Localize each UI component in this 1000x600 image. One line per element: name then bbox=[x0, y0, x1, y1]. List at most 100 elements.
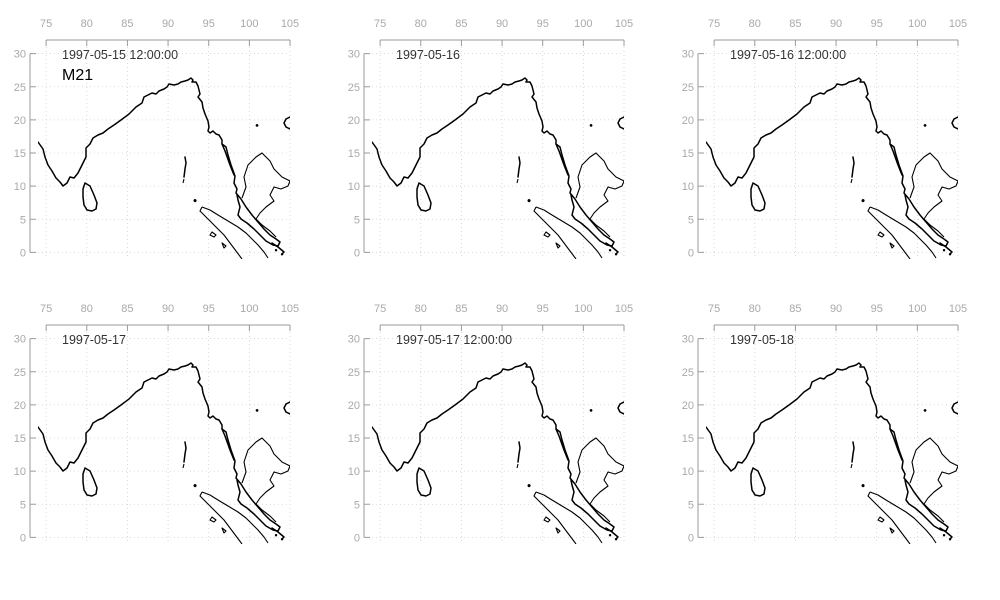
coastline-shapes bbox=[372, 77, 624, 259]
longitude-tick-label: 90 bbox=[830, 18, 842, 30]
latitude-tick-label: 25 bbox=[348, 82, 360, 94]
map-panel-5: 75 80 85 90 95 100 105 0 5 10 15 20 25 30 1997-05-17 1… bbox=[348, 303, 633, 544]
longitude-tick-label: 100 bbox=[908, 303, 926, 315]
latitude-tick-label: 0 bbox=[20, 247, 26, 259]
longitude-tick-label: 85 bbox=[789, 18, 801, 30]
latitude-tick-label: 20 bbox=[682, 400, 694, 412]
latitude-tick-label: 5 bbox=[688, 499, 694, 511]
longitude-tick-label: 100 bbox=[574, 303, 592, 315]
longitude-tick-label: 105 bbox=[281, 18, 299, 30]
longitude-tick-label: 90 bbox=[830, 303, 842, 315]
latitude-tick-label: 30 bbox=[348, 334, 360, 346]
panel-timestamp: 1997-05-15 12:00:00 bbox=[62, 48, 178, 62]
latitude-tick-label: 5 bbox=[354, 499, 360, 511]
latitude-tick-label: 30 bbox=[14, 49, 26, 61]
grid-lines bbox=[38, 332, 291, 544]
longitude-tick-label: 100 bbox=[908, 18, 926, 30]
latitude-tick-label: 5 bbox=[354, 214, 360, 226]
longitude-tick-label: 75 bbox=[40, 18, 52, 30]
latitude-tick-label: 10 bbox=[682, 466, 694, 478]
latitude-tick-label: 25 bbox=[348, 367, 360, 379]
longitude-tick-label: 75 bbox=[708, 18, 720, 30]
longitude-tick-label: 95 bbox=[871, 18, 883, 30]
latitude-tick-label: 10 bbox=[14, 181, 26, 193]
latitude-tick-label: 0 bbox=[354, 247, 360, 259]
longitude-tick-label: 75 bbox=[40, 303, 52, 315]
coastline-shapes bbox=[706, 362, 958, 544]
longitude-tick-label: 105 bbox=[615, 18, 633, 30]
grid-lines bbox=[372, 332, 625, 544]
panel-timestamp: 1997-05-16 bbox=[396, 48, 460, 62]
panel-timestamp: 1997-05-17 12:00:00 bbox=[396, 333, 512, 347]
longitude-tick-label: 90 bbox=[162, 18, 174, 30]
panel-timestamp: 1997-05-17 bbox=[62, 333, 126, 347]
model-label: M21 bbox=[62, 67, 93, 84]
longitude-tick-label: 105 bbox=[949, 18, 967, 30]
longitude-axis: 75 80 85 90 95 100 105 bbox=[374, 18, 633, 46]
longitude-tick-label: 105 bbox=[281, 303, 299, 315]
latitude-tick-label: 25 bbox=[14, 82, 26, 94]
longitude-axis: 75 80 85 90 95 100 105 bbox=[708, 303, 967, 331]
longitude-tick-label: 85 bbox=[789, 303, 801, 315]
coastline-shapes bbox=[38, 362, 290, 544]
longitude-tick-label: 80 bbox=[749, 303, 761, 315]
latitude-axis: 0 5 10 15 20 25 30 bbox=[348, 334, 370, 544]
latitude-axis: 0 5 10 15 20 25 30 bbox=[14, 49, 36, 259]
longitude-tick-label: 105 bbox=[615, 303, 633, 315]
longitude-axis: 75 80 85 90 95 100 105 bbox=[374, 303, 633, 331]
grid-lines bbox=[706, 332, 959, 544]
latitude-tick-label: 30 bbox=[682, 334, 694, 346]
longitude-axis: 75 80 85 90 95 100 105 bbox=[40, 303, 299, 331]
longitude-tick-label: 85 bbox=[121, 18, 133, 30]
latitude-tick-label: 0 bbox=[354, 532, 360, 544]
latitude-tick-label: 5 bbox=[20, 214, 26, 226]
map-panel-6: 75 80 85 90 95 100 105 0 5 10 15 20 25 30 1997-05-18 bbox=[682, 303, 967, 544]
map-panel-3: 75 80 85 90 95 100 105 0 5 10 15 20 25 30 1997-05-16 1… bbox=[682, 18, 967, 259]
latitude-tick-label: 25 bbox=[14, 367, 26, 379]
latitude-tick-label: 5 bbox=[20, 499, 26, 511]
latitude-tick-label: 20 bbox=[14, 400, 26, 412]
longitude-tick-label: 105 bbox=[949, 303, 967, 315]
latitude-axis: 0 5 10 15 20 25 30 bbox=[14, 334, 36, 544]
map-panel-2: 75 80 85 90 95 100 105 0 5 10 15 20 25 30 1997-05-16 bbox=[348, 18, 633, 259]
longitude-tick-label: 80 bbox=[81, 303, 93, 315]
longitude-tick-label: 85 bbox=[455, 303, 467, 315]
latitude-tick-label: 30 bbox=[14, 334, 26, 346]
longitude-tick-label: 75 bbox=[708, 303, 720, 315]
latitude-tick-label: 15 bbox=[14, 148, 26, 160]
longitude-tick-label: 85 bbox=[455, 18, 467, 30]
latitude-tick-label: 10 bbox=[348, 466, 360, 478]
coastline-shapes bbox=[372, 362, 624, 544]
coastline bbox=[372, 77, 624, 259]
longitude-tick-label: 90 bbox=[496, 303, 508, 315]
longitude-tick-label: 95 bbox=[537, 303, 549, 315]
longitude-tick-label: 80 bbox=[415, 303, 427, 315]
latitude-tick-label: 25 bbox=[682, 367, 694, 379]
latitude-tick-label: 20 bbox=[348, 115, 360, 127]
latitude-tick-label: 10 bbox=[348, 181, 360, 193]
latitude-tick-label: 15 bbox=[682, 148, 694, 160]
latitude-tick-label: 15 bbox=[682, 433, 694, 445]
coastline bbox=[706, 77, 958, 259]
longitude-tick-label: 100 bbox=[574, 18, 592, 30]
latitude-axis: 0 5 10 15 20 25 30 bbox=[682, 49, 704, 259]
longitude-tick-label: 100 bbox=[240, 303, 258, 315]
latitude-tick-label: 15 bbox=[348, 148, 360, 160]
panel-timestamp: 1997-05-16 12:00:00 bbox=[730, 48, 846, 62]
longitude-tick-label: 100 bbox=[240, 18, 258, 30]
latitude-tick-label: 0 bbox=[688, 247, 694, 259]
latitude-axis: 0 5 10 15 20 25 30 bbox=[348, 49, 370, 259]
latitude-tick-label: 30 bbox=[348, 49, 360, 61]
latitude-tick-label: 20 bbox=[14, 115, 26, 127]
grid-lines bbox=[706, 47, 959, 259]
latitude-tick-label: 5 bbox=[688, 214, 694, 226]
latitude-tick-label: 20 bbox=[348, 400, 360, 412]
coastline bbox=[372, 362, 624, 544]
latitude-tick-label: 0 bbox=[20, 532, 26, 544]
longitude-tick-label: 95 bbox=[203, 18, 215, 30]
latitude-tick-label: 30 bbox=[682, 49, 694, 61]
latitude-tick-label: 10 bbox=[14, 466, 26, 478]
longitude-tick-label: 75 bbox=[374, 18, 386, 30]
latitude-tick-label: 15 bbox=[348, 433, 360, 445]
